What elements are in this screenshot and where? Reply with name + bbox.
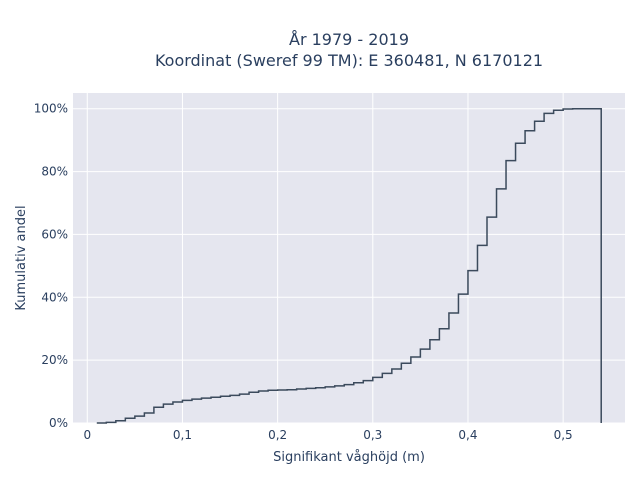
y-tick-label: 20% — [41, 353, 68, 367]
x-tick-label: 0,3 — [363, 428, 382, 442]
y-tick-label: 100% — [34, 102, 68, 116]
chart-title-line-2: Koordinat (Sweref 99 TM): E 360481, N 61… — [155, 51, 543, 70]
y-tick-label: 40% — [41, 290, 68, 304]
y-tick-label: 60% — [41, 227, 68, 241]
y-tick-label: 0% — [49, 416, 68, 430]
cdf-step-line — [96, 107, 602, 424]
y-axis-title: Kumulativ andel — [14, 205, 29, 310]
x-tick-label: 0,4 — [458, 428, 477, 442]
x-tick-label: 0 — [83, 428, 91, 442]
chart-title-line-1: År 1979 - 2019 — [289, 30, 409, 49]
x-gridlines — [86, 93, 564, 423]
x-tick-label: 0,5 — [554, 428, 573, 442]
y-gridlines — [73, 108, 625, 424]
y-tick-label: 80% — [41, 165, 68, 179]
x-tick-labels: 0 0,1 0,2 0,3 0,4 0,5 — [83, 428, 572, 442]
x-tick-label: 0,1 — [173, 428, 192, 442]
x-tick-label: 0,2 — [268, 428, 287, 442]
x-axis-title: Signifikant våghöjd (m) — [273, 450, 425, 465]
y-tick-labels: 0% 20% 40% 60% 80% 100% — [34, 102, 68, 430]
plot-area — [73, 93, 625, 423]
